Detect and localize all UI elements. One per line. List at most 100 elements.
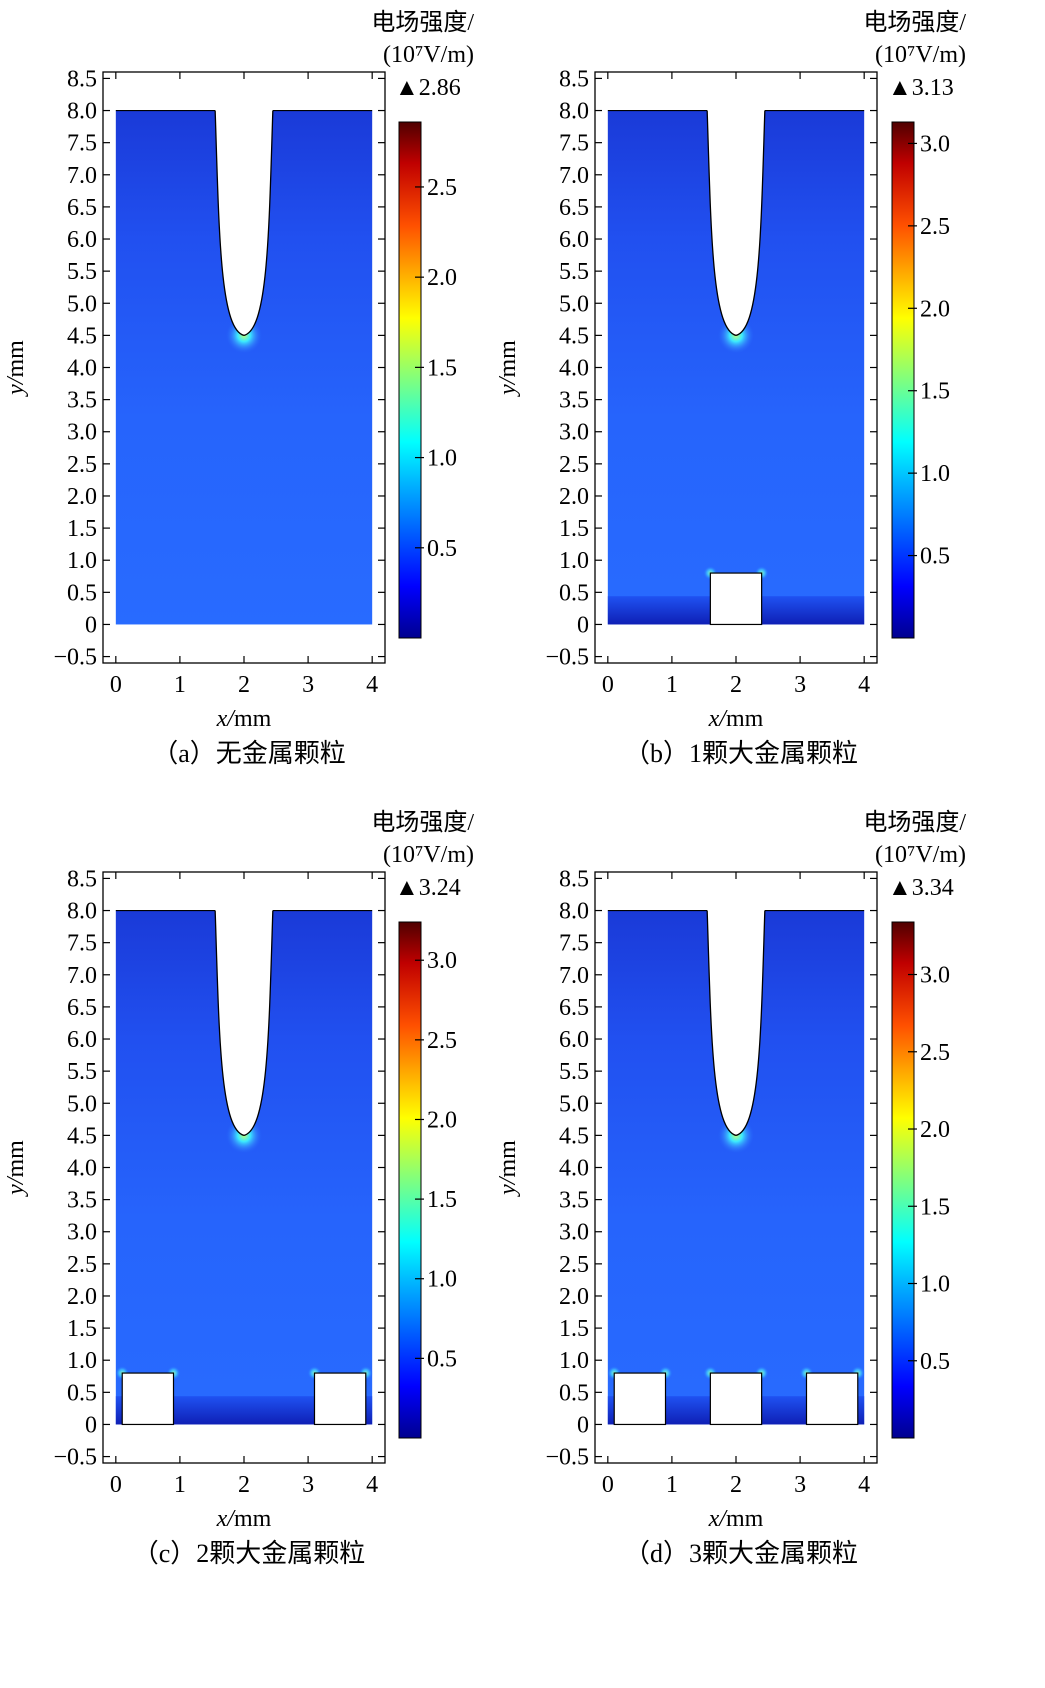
y-tick-label: 7.5 bbox=[67, 931, 97, 957]
y-axis-unit: mm bbox=[3, 340, 29, 378]
y-axis-title: y/mm bbox=[495, 340, 521, 397]
y-tick-label: 2.0 bbox=[559, 1284, 589, 1310]
colorbar-max-label: ▲3.24 bbox=[395, 875, 461, 901]
x-tick-label: 2 bbox=[730, 672, 742, 698]
y-tick-label: −0.5 bbox=[545, 645, 589, 671]
x-axis-unit: mm bbox=[234, 1506, 272, 1532]
panel-d: −0.5 0 0.5 1.0 1.5 2.0 2.5 3.0 3.5 4.0 4.5 5.0 5.5 6.… bbox=[495, 809, 966, 1568]
y-tick-label: 8.5 bbox=[559, 866, 589, 892]
y-tick-label: 5.5 bbox=[559, 1059, 589, 1085]
metal-particle-1 bbox=[613, 1372, 667, 1426]
y-tick-label: 7.0 bbox=[559, 163, 589, 189]
x-axis-var: x/ bbox=[216, 1506, 237, 1532]
colorbar-tick-label: 1.5 bbox=[920, 379, 950, 405]
panel-caption: （c）2颗大金属颗粒 bbox=[133, 1539, 366, 1568]
y-tick-label: 1.0 bbox=[559, 548, 589, 574]
colorbar-max-label: ▲2.86 bbox=[395, 75, 461, 101]
x-tick-label: 2 bbox=[730, 1472, 742, 1498]
needle-outline bbox=[214, 110, 274, 337]
y-tick-label: 8.5 bbox=[67, 866, 97, 892]
x-axis-var: x/ bbox=[708, 706, 729, 732]
colorbar-tick-label: 3.0 bbox=[920, 963, 950, 989]
y-tick-label: 3.0 bbox=[559, 1220, 589, 1246]
x-axis-title: x/mm bbox=[708, 706, 764, 732]
needle-electrode bbox=[215, 108, 273, 336]
y-tick-label: 0.5 bbox=[67, 1380, 97, 1406]
metal-particle-1 bbox=[709, 572, 763, 626]
y-tick-label: 3.0 bbox=[67, 420, 97, 446]
y-tick-label: 0.5 bbox=[559, 580, 589, 606]
y-tick-label: 5.0 bbox=[559, 1091, 589, 1117]
y-tick-label: 5.0 bbox=[559, 291, 589, 317]
metal-particle-2 bbox=[709, 1372, 763, 1426]
y-tick-label: 6.5 bbox=[67, 195, 97, 221]
y-tick-label: 5.5 bbox=[67, 1059, 97, 1085]
x-tick-label: 3 bbox=[794, 672, 806, 698]
y-tick-label: 3.5 bbox=[559, 1188, 589, 1214]
x-axis-title: x/mm bbox=[216, 706, 272, 732]
x-axis-unit: mm bbox=[234, 706, 272, 732]
panel-c: −0.5 0 0.5 1.0 1.5 2.0 2.5 3.0 3.5 4.0 4.5 5.0 5.5 6.… bbox=[3, 809, 474, 1568]
needle-outline bbox=[214, 910, 274, 1137]
colorbar-tick-label: 2.5 bbox=[920, 1040, 950, 1066]
colorbar-tick-label: 2.0 bbox=[427, 265, 457, 291]
y-tick-label: 6.5 bbox=[559, 995, 589, 1021]
colorbar bbox=[398, 921, 422, 1439]
y-tick-label: 3.0 bbox=[67, 1220, 97, 1246]
y-axis-title: y/mm bbox=[3, 1140, 29, 1197]
y-tick-label: 6.0 bbox=[67, 1027, 97, 1053]
y-tick-label: 6.5 bbox=[67, 995, 97, 1021]
x-tick-label: 1 bbox=[174, 672, 186, 698]
y-tick-label: 0 bbox=[85, 1412, 97, 1438]
y-tick-label: 4.5 bbox=[559, 1123, 589, 1149]
x-axis-unit: mm bbox=[726, 1506, 764, 1532]
y-tick-label: 4.5 bbox=[67, 1123, 97, 1149]
y-tick-label: 8.0 bbox=[67, 99, 97, 125]
y-tick-label: 8.5 bbox=[67, 66, 97, 92]
colorbar-tick-label: 1.0 bbox=[920, 1272, 950, 1298]
y-tick-label: 3.5 bbox=[67, 388, 97, 414]
y-tick-label: 7.5 bbox=[67, 131, 97, 157]
x-tick-label: 0 bbox=[110, 672, 122, 698]
colorbar-tick-label: 2.0 bbox=[427, 1107, 457, 1133]
y-axis-var: y/ bbox=[495, 375, 521, 397]
colorbar-tick-label: 1.0 bbox=[920, 461, 950, 487]
y-tick-label: 5.5 bbox=[559, 259, 589, 285]
colorbar-tick-label: 1.0 bbox=[427, 1267, 457, 1293]
x-tick-label: 3 bbox=[794, 1472, 806, 1498]
x-axis-title: x/mm bbox=[708, 1506, 764, 1532]
y-axis-unit: mm bbox=[3, 1140, 29, 1178]
colorbar bbox=[891, 921, 915, 1439]
colorbar-tick-label: 2.5 bbox=[427, 1028, 457, 1054]
y-tick-label: 2.5 bbox=[559, 1252, 589, 1278]
y-tick-label: 2.0 bbox=[67, 484, 97, 510]
panel-caption: （d）3颗大金属颗粒 bbox=[624, 1539, 858, 1568]
colorbar-tick-label: 1.5 bbox=[920, 1194, 950, 1220]
y-tick-label: 5.0 bbox=[67, 291, 97, 317]
x-tick-label: 4 bbox=[858, 1472, 870, 1498]
x-tick-label: 3 bbox=[302, 1472, 314, 1498]
y-tick-label: 0.5 bbox=[67, 580, 97, 606]
colorbar-title-line2: (10⁷V/m) bbox=[383, 42, 474, 68]
needle-electrode bbox=[215, 908, 273, 1136]
colorbar-tick-label: 2.5 bbox=[427, 175, 457, 201]
colorbar-tick-label: 0.5 bbox=[920, 544, 950, 570]
y-tick-label: 1.0 bbox=[67, 1348, 97, 1374]
colorbar-tick-label: 2.0 bbox=[920, 1117, 950, 1143]
colorbar-tick-label: 2.0 bbox=[920, 296, 950, 322]
y-tick-label: 6.0 bbox=[559, 227, 589, 253]
y-tick-label: 5.0 bbox=[67, 1091, 97, 1117]
y-tick-label: 7.5 bbox=[559, 131, 589, 157]
y-tick-label: 6.5 bbox=[559, 195, 589, 221]
y-tick-label: 2.5 bbox=[67, 1252, 97, 1278]
x-tick-label: 2 bbox=[238, 1472, 250, 1498]
x-tick-label: 0 bbox=[110, 1472, 122, 1498]
y-tick-label: 1.5 bbox=[67, 516, 97, 542]
colorbar-tick-label: 3.0 bbox=[427, 948, 457, 974]
colorbar-tick-label: 1.5 bbox=[427, 1187, 457, 1213]
x-tick-label: 4 bbox=[366, 672, 378, 698]
y-tick-label: 0.5 bbox=[559, 1380, 589, 1406]
colorbar-tick-label: 0.5 bbox=[427, 1346, 457, 1372]
x-tick-label: 0 bbox=[602, 672, 614, 698]
